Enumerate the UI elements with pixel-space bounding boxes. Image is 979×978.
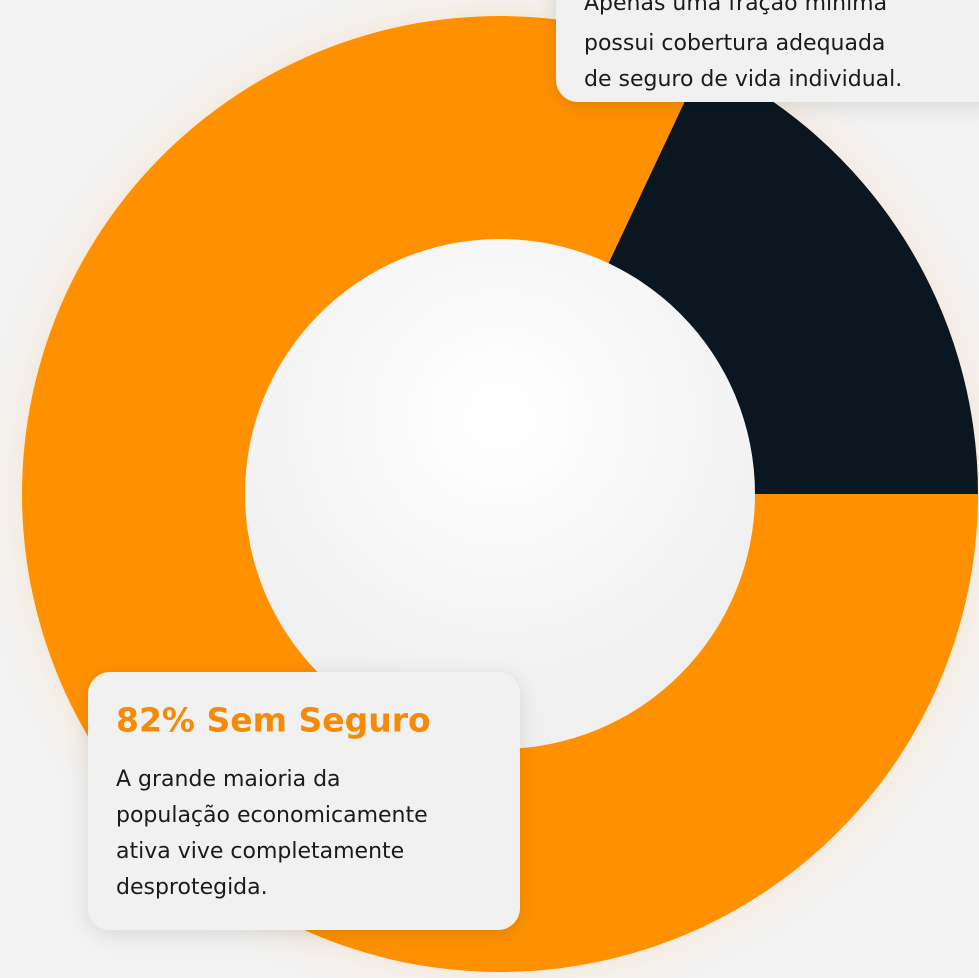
donut-slice: [608, 61, 978, 494]
annotation-line: desprotegida.: [116, 875, 268, 900]
donut-hole: [245, 239, 755, 749]
annotation-card: [88, 672, 520, 930]
annotation-card: [556, 0, 979, 102]
annotation-line: possui cobertura adequada: [584, 31, 885, 56]
annotation-line: ativa vive completamente: [116, 839, 404, 864]
annotation-line: de seguro de vida individual.: [584, 67, 902, 92]
annotation-line: Apenas uma fração mínima: [584, 0, 887, 16]
annotation-line: população economicamente: [116, 803, 428, 828]
annotation-title: 82% Sem Seguro: [116, 701, 431, 740]
annotation-line: A grande maioria da: [116, 767, 341, 792]
